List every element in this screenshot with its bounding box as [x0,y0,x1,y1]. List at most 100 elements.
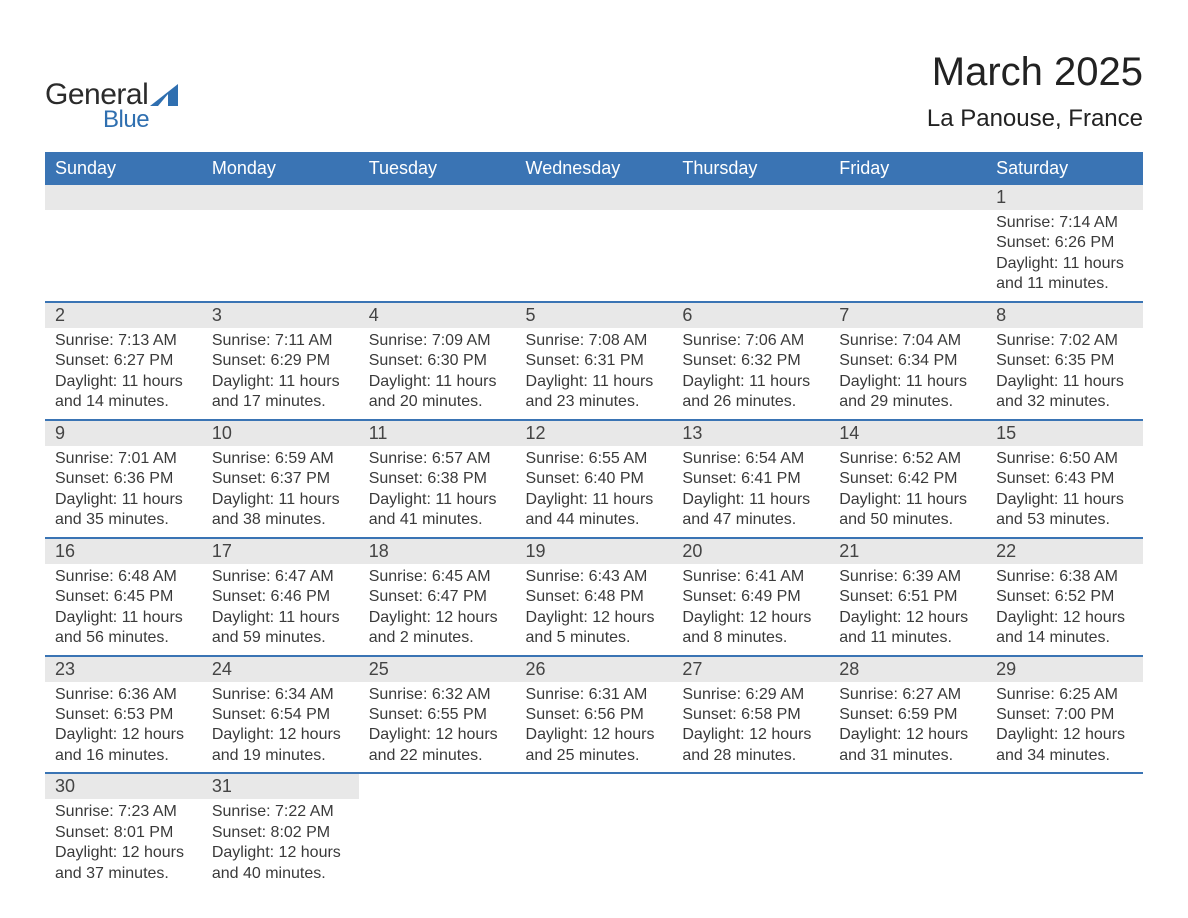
daylight-line: Daylight: 11 hours and 32 minutes. [996,372,1133,413]
calendar-day-cell: 25Sunrise: 6:32 AMSunset: 6:55 PMDayligh… [359,656,516,774]
calendar-empty-cell [202,185,359,302]
daylight-line: Daylight: 11 hours and 17 minutes. [212,372,349,413]
sunrise-line: Sunrise: 7:13 AM [55,331,192,351]
sunrise-line: Sunrise: 6:29 AM [682,685,819,705]
daylight-line: Daylight: 12 hours and 14 minutes. [996,608,1133,649]
calendar-day-cell: 16Sunrise: 6:48 AMSunset: 6:45 PMDayligh… [45,538,202,656]
calendar-day-cell: 21Sunrise: 6:39 AMSunset: 6:51 PMDayligh… [829,538,986,656]
day-number: 21 [829,539,986,564]
weekday-header: Friday [829,152,986,185]
daylight-line: Daylight: 12 hours and 28 minutes. [682,725,819,766]
daylight-line: Daylight: 11 hours and 50 minutes. [839,490,976,531]
calendar-empty-cell [829,773,986,890]
day-body: Sunrise: 6:54 AMSunset: 6:41 PMDaylight:… [672,446,829,537]
calendar-day-cell: 6Sunrise: 7:06 AMSunset: 6:32 PMDaylight… [672,302,829,420]
sunrise-line: Sunrise: 7:14 AM [996,213,1133,233]
calendar-empty-cell [672,185,829,302]
daylight-line: Daylight: 12 hours and 11 minutes. [839,608,976,649]
day-body: Sunrise: 6:52 AMSunset: 6:42 PMDaylight:… [829,446,986,537]
sunset-line: Sunset: 6:56 PM [526,705,663,725]
day-number: 13 [672,421,829,446]
weekday-header: Monday [202,152,359,185]
day-body: Sunrise: 6:59 AMSunset: 6:37 PMDaylight:… [202,446,359,537]
sunset-line: Sunset: 6:37 PM [212,469,349,489]
day-body: Sunrise: 6:50 AMSunset: 6:43 PMDaylight:… [986,446,1143,537]
daylight-line: Daylight: 11 hours and 38 minutes. [212,490,349,531]
day-number: 19 [516,539,673,564]
sunrise-line: Sunrise: 7:04 AM [839,331,976,351]
sunrise-line: Sunrise: 7:01 AM [55,449,192,469]
daylight-line: Daylight: 11 hours and 41 minutes. [369,490,506,531]
day-body-empty [829,210,986,290]
day-number: 3 [202,303,359,328]
day-number: 23 [45,657,202,682]
calendar-empty-cell [672,773,829,890]
calendar-week-row: 30Sunrise: 7:23 AMSunset: 8:01 PMDayligh… [45,773,1143,890]
sunset-line: Sunset: 6:59 PM [839,705,976,725]
calendar-empty-cell [986,773,1143,890]
calendar-day-cell: 3Sunrise: 7:11 AMSunset: 6:29 PMDaylight… [202,302,359,420]
day-number: 27 [672,657,829,682]
day-number: 22 [986,539,1143,564]
sunrise-line: Sunrise: 6:52 AM [839,449,976,469]
day-body: Sunrise: 7:04 AMSunset: 6:34 PMDaylight:… [829,328,986,419]
day-body: Sunrise: 7:06 AMSunset: 6:32 PMDaylight:… [672,328,829,419]
sunrise-line: Sunrise: 7:06 AM [682,331,819,351]
daylight-line: Daylight: 11 hours and 56 minutes. [55,608,192,649]
daylight-line: Daylight: 12 hours and 5 minutes. [526,608,663,649]
day-number: 28 [829,657,986,682]
sunset-line: Sunset: 6:38 PM [369,469,506,489]
calendar-day-cell: 20Sunrise: 6:41 AMSunset: 6:49 PMDayligh… [672,538,829,656]
day-body: Sunrise: 6:38 AMSunset: 6:52 PMDaylight:… [986,564,1143,655]
sunrise-line: Sunrise: 6:45 AM [369,567,506,587]
day-body: Sunrise: 6:27 AMSunset: 6:59 PMDaylight:… [829,682,986,773]
sunset-line: Sunset: 6:52 PM [996,587,1133,607]
day-body: Sunrise: 7:13 AMSunset: 6:27 PMDaylight:… [45,328,202,419]
day-number: 18 [359,539,516,564]
day-number: 10 [202,421,359,446]
calendar-empty-cell [516,185,673,302]
day-body: Sunrise: 7:22 AMSunset: 8:02 PMDaylight:… [202,799,359,890]
sunrise-line: Sunrise: 7:22 AM [212,802,349,822]
sunset-line: Sunset: 6:55 PM [369,705,506,725]
sunset-line: Sunset: 6:36 PM [55,469,192,489]
day-number: 11 [359,421,516,446]
sunset-line: Sunset: 6:47 PM [369,587,506,607]
daylight-line: Daylight: 11 hours and 35 minutes. [55,490,192,531]
day-number: 26 [516,657,673,682]
daylight-line: Daylight: 11 hours and 44 minutes. [526,490,663,531]
calendar-day-cell: 13Sunrise: 6:54 AMSunset: 6:41 PMDayligh… [672,420,829,538]
calendar-table: SundayMondayTuesdayWednesdayThursdayFrid… [45,152,1143,890]
calendar-day-cell: 1Sunrise: 7:14 AMSunset: 6:26 PMDaylight… [986,185,1143,302]
location-subtitle: La Panouse, France [927,105,1143,133]
day-body: Sunrise: 6:57 AMSunset: 6:38 PMDaylight:… [359,446,516,537]
sunset-line: Sunset: 6:49 PM [682,587,819,607]
day-body: Sunrise: 6:32 AMSunset: 6:55 PMDaylight:… [359,682,516,773]
brand-triangle-icon [150,84,178,106]
calendar-day-cell: 10Sunrise: 6:59 AMSunset: 6:37 PMDayligh… [202,420,359,538]
calendar-empty-cell [45,185,202,302]
day-number: 7 [829,303,986,328]
day-number: 12 [516,421,673,446]
sunset-line: Sunset: 6:31 PM [526,351,663,371]
sunrise-line: Sunrise: 6:41 AM [682,567,819,587]
day-body: Sunrise: 6:55 AMSunset: 6:40 PMDaylight:… [516,446,673,537]
sunset-line: Sunset: 6:45 PM [55,587,192,607]
day-body: Sunrise: 6:36 AMSunset: 6:53 PMDaylight:… [45,682,202,773]
day-body-empty [516,210,673,290]
day-body: Sunrise: 7:08 AMSunset: 6:31 PMDaylight:… [516,328,673,419]
sunrise-line: Sunrise: 6:57 AM [369,449,506,469]
header: General Blue March 2025 La Panouse, Fran… [45,50,1143,134]
day-number-empty [45,185,202,210]
day-body: Sunrise: 6:43 AMSunset: 6:48 PMDaylight:… [516,564,673,655]
day-number: 24 [202,657,359,682]
sunrise-line: Sunrise: 6:31 AM [526,685,663,705]
calendar-day-cell: 12Sunrise: 6:55 AMSunset: 6:40 PMDayligh… [516,420,673,538]
sunrise-line: Sunrise: 6:50 AM [996,449,1133,469]
day-body: Sunrise: 6:34 AMSunset: 6:54 PMDaylight:… [202,682,359,773]
sunset-line: Sunset: 6:42 PM [839,469,976,489]
sunrise-line: Sunrise: 6:39 AM [839,567,976,587]
day-number: 15 [986,421,1143,446]
calendar-day-cell: 4Sunrise: 7:09 AMSunset: 6:30 PMDaylight… [359,302,516,420]
sunrise-line: Sunrise: 7:23 AM [55,802,192,822]
